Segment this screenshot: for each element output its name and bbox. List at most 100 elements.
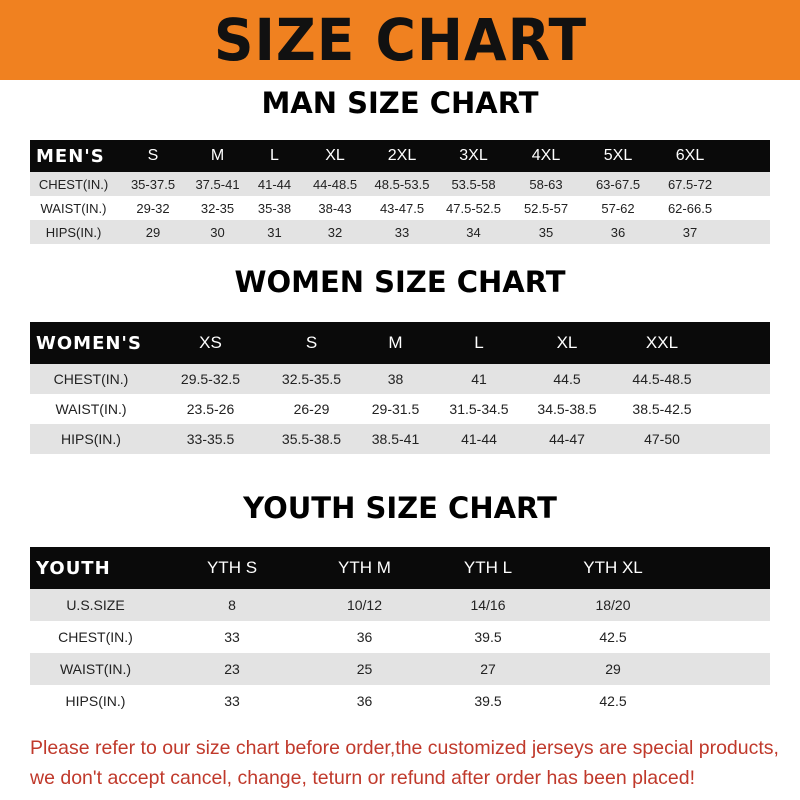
size-header: XS: [199, 333, 222, 352]
notice-line-2: we don't accept cancel, change, teturn o…: [30, 767, 695, 789]
size-header: 5XL: [603, 147, 633, 164]
table-row: HIPS(IN.) 33 36 39.5 42.5: [30, 685, 770, 717]
measure-value: 33: [224, 629, 240, 645]
youth-header-row: YOUTH YTH S YTH M YTH L YTH XL: [30, 547, 770, 589]
women-section-title: WOMEN SIZE CHART: [234, 265, 566, 299]
measure-value: 26-29: [293, 401, 330, 417]
size-header: YTH XL: [583, 558, 643, 577]
measure-label: HIPS(IN.): [61, 431, 121, 447]
size-header: 6XL: [675, 147, 705, 164]
size-header: S: [305, 333, 318, 352]
size-header: YTH S: [206, 558, 258, 577]
measure-label: CHEST(IN.): [58, 629, 133, 645]
youth-size-table: YOUTH YTH S YTH M YTH L YTH XL U.S.SIZE 8 10/12…: [30, 547, 770, 717]
women-table-label: WOMEN'S: [36, 332, 142, 354]
measure-label: WAIST(IN.): [40, 200, 107, 216]
measure-value: 29: [145, 224, 161, 240]
measure-value: 18/20: [595, 597, 631, 613]
measure-value: 29: [605, 661, 621, 677]
notice-line-1: Please refer to our size chart before or…: [30, 737, 779, 759]
measure-label: WAIST(IN.): [55, 401, 127, 417]
measure-value: 58-63: [529, 176, 563, 192]
men-header-row: MEN'S S M L XL 2XL 3XL 4XL 5XL 6XL: [30, 140, 770, 172]
table-row: CHEST(IN.) 33 36 39.5 42.5: [30, 621, 770, 653]
measure-value: 36: [356, 693, 373, 709]
measure-value: 33: [394, 224, 410, 240]
measure-value: 42.5: [599, 693, 627, 709]
measure-value: 38-43: [318, 200, 352, 216]
measure-value: 8: [228, 597, 236, 613]
size-header: M: [388, 333, 403, 352]
measure-label: CHEST(IN.): [53, 371, 129, 387]
table-row: HIPS(IN.) 33-35.5 35.5-38.5 38.5-41 41-44 44-…: [30, 424, 770, 454]
size-header: XL: [556, 333, 578, 352]
measure-value: 32-35: [200, 200, 235, 216]
measure-value: 57-62: [601, 200, 635, 216]
measure-value: 32: [327, 224, 343, 240]
measure-value: 53.5-58: [451, 176, 496, 192]
measure-value: 39.5: [474, 693, 502, 709]
youth-section-title: YOUTH SIZE CHART: [243, 491, 557, 525]
measure-value: 52.5-57: [523, 200, 569, 216]
size-header: 4XL: [531, 147, 561, 164]
measure-value: 67.5-72: [667, 176, 713, 192]
measure-value: 47.5-52.5: [446, 200, 501, 216]
measure-value: 34: [466, 224, 481, 240]
measure-value: 35-37.5: [130, 176, 176, 192]
measure-value: 41-44: [257, 176, 292, 192]
measure-value: 44.5: [553, 371, 581, 387]
measure-value: 31: [267, 224, 282, 240]
women-size-table: WOMEN'S XS S M L XL XXL CHEST(IN.) 29.5-32.5 32.5…: [30, 322, 770, 454]
measure-value: 34.5-38.5: [537, 401, 597, 417]
table-row: WAIST(IN.) 23 25 27 29: [30, 653, 770, 685]
measure-value: 32.5-35.5: [281, 371, 342, 387]
measure-value: 38.5-42.5: [632, 401, 692, 417]
measure-value: 23.5-26: [186, 401, 235, 417]
measure-value: 37.5-41: [195, 176, 240, 192]
measure-value: 63-67.5: [595, 176, 641, 192]
measure-value: 33: [224, 693, 240, 709]
measure-value: 41-44: [461, 431, 497, 447]
size-header: YTH L: [463, 558, 513, 577]
measure-value: 42.5: [599, 629, 627, 645]
table-row: HIPS(IN.) 29 30 31 32 33 34 35 36 37: [30, 220, 770, 244]
measure-value: 47-50: [644, 431, 680, 447]
table-row: CHEST(IN.) 29.5-32.5 32.5-35.5 38 41 44.5 44.5…: [30, 364, 770, 394]
measure-value: 25: [356, 661, 373, 677]
measure-value: 44-48.5: [312, 176, 358, 192]
measure-label: HIPS(IN.): [45, 224, 102, 240]
measure-value: 48.5-53.5: [374, 176, 430, 192]
measure-value: 30: [210, 224, 225, 240]
measure-value: 23: [224, 661, 240, 677]
table-row: WAIST(IN.) 29-32 32-35 35-38 38-43 43-47.5 47.…: [30, 196, 770, 220]
size-header: XL: [325, 147, 345, 164]
measure-value: 33-35.5: [186, 431, 235, 447]
measure-value: 37: [682, 224, 698, 240]
table-row: WAIST(IN.) 23.5-26 26-29 29-31.5 31.5-34.5 34…: [30, 394, 770, 424]
banner-title: SIZE CHART: [213, 6, 587, 74]
women-header-row: WOMEN'S XS S M L XL XXL: [30, 322, 770, 364]
size-header: YTH M: [338, 558, 391, 577]
size-header: XXL: [645, 333, 679, 352]
measure-value: 36: [356, 629, 373, 645]
measure-label: U.S.SIZE: [66, 597, 125, 613]
measure-value: 10/12: [346, 597, 383, 613]
measure-value: 27: [480, 661, 496, 677]
size-header: 3XL: [459, 147, 488, 164]
measure-value: 39.5: [474, 629, 502, 645]
measure-value: 38.5-41: [371, 431, 420, 447]
table-row: CHEST(IN.) 35-37.5 37.5-41 41-44 44-48.5 48.5…: [30, 172, 770, 196]
measure-value: 29.5-32.5: [180, 371, 241, 387]
measure-value: 43-47.5: [379, 200, 425, 216]
banner: SIZE CHART: [0, 0, 800, 80]
order-notice: Please refer to our size chart before or…: [30, 733, 800, 793]
measure-label: CHEST(IN.): [38, 176, 109, 192]
measure-value: 38: [387, 371, 404, 387]
measure-label: WAIST(IN.): [59, 661, 132, 677]
measure-value: 35-38: [257, 200, 292, 216]
measure-value: 36: [610, 224, 626, 240]
size-header: 2XL: [387, 147, 417, 164]
measure-value: 44-47: [549, 431, 585, 447]
measure-value: 62-66.5: [667, 200, 713, 216]
size-header: L: [474, 333, 484, 352]
